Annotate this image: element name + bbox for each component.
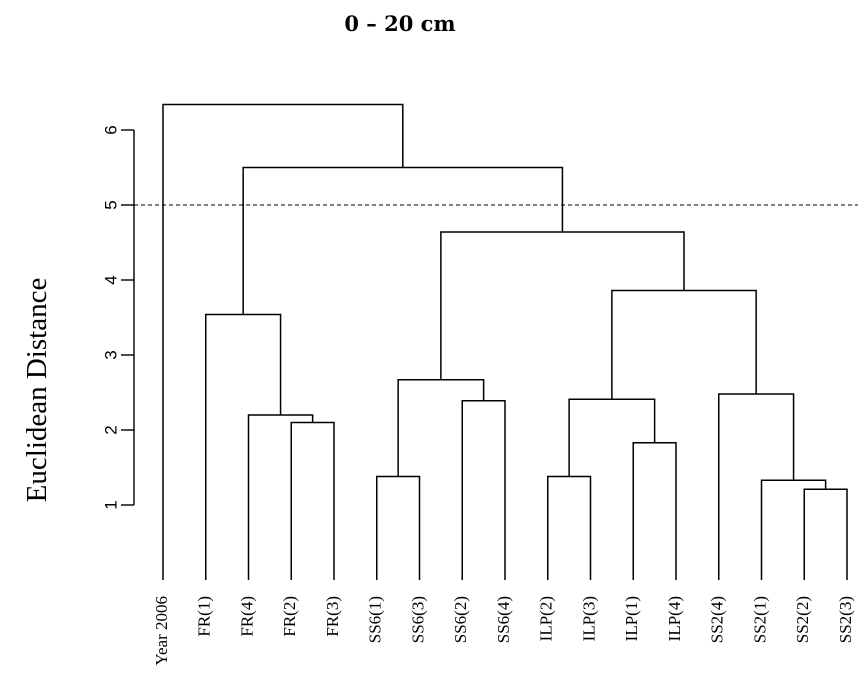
- y-tick-label: 1: [101, 500, 120, 509]
- dendrogram-link-m16: [162, 103, 404, 580]
- dendrogram-link-m8: [461, 400, 506, 580]
- y-tick-label: 3: [101, 350, 120, 359]
- dendrogram-link-m4: [547, 475, 592, 580]
- leaf-label: SS2(1): [750, 596, 769, 643]
- leaf-label: FR(2): [280, 596, 299, 637]
- dendrogram-link-m15: [242, 166, 564, 315]
- y-tick-label: 2: [101, 425, 120, 434]
- dendrogram-link-m11: [397, 379, 485, 477]
- y-axis-label: Euclidean Distance: [21, 278, 53, 503]
- y-tick-label: 5: [101, 200, 120, 209]
- dendrogram-link-m2: [760, 479, 827, 580]
- dendrogram-link-m5: [632, 442, 677, 580]
- leaf-label: ILP(4): [665, 596, 684, 641]
- y-tick-label: 6: [101, 125, 120, 134]
- leaf-label: SS2(3): [836, 596, 855, 643]
- dendrogram-link-m10: [718, 393, 795, 580]
- dendrogram-link-m6: [290, 421, 335, 580]
- leaf-label: SS2(4): [708, 596, 727, 643]
- dendrogram-link-m3: [376, 475, 421, 580]
- leaf-label: ILP(1): [622, 596, 641, 641]
- dendrogram-link-m13: [611, 289, 757, 400]
- leaf-label: SS6(4): [494, 596, 513, 643]
- dendrogram-link-m12: [205, 313, 282, 580]
- leaf-label: Year 2006: [152, 596, 171, 666]
- leaf-label: SS6(3): [408, 596, 427, 643]
- dendrogram-link-m7: [247, 414, 314, 580]
- leaf-label: SS6(1): [366, 596, 385, 643]
- leaf-labels: Year 2006 FR(1) FR(4) FR(2) FR(3) SS6(1) SS6(3…: [152, 596, 855, 666]
- dendrogram-links: [162, 103, 848, 580]
- leaf-label: FR(3): [323, 596, 342, 637]
- leaf-label: SS2(2): [793, 596, 812, 643]
- y-tick-label: 4: [101, 275, 120, 284]
- leaf-label: FR(1): [195, 596, 214, 637]
- y-axis: 1 2 3 4 5 6: [101, 125, 135, 510]
- dendrogram-link-m1: [803, 488, 848, 580]
- leaf-label: SS6(2): [451, 596, 470, 643]
- leaf-label: FR(4): [237, 596, 256, 637]
- dendrogram-link-m9: [568, 398, 656, 477]
- chart-title: 0 – 20 cm: [344, 11, 455, 36]
- dendrogram-link-m14: [440, 231, 685, 380]
- leaf-label: ILP(2): [537, 596, 556, 641]
- leaf-label: ILP(3): [579, 596, 598, 641]
